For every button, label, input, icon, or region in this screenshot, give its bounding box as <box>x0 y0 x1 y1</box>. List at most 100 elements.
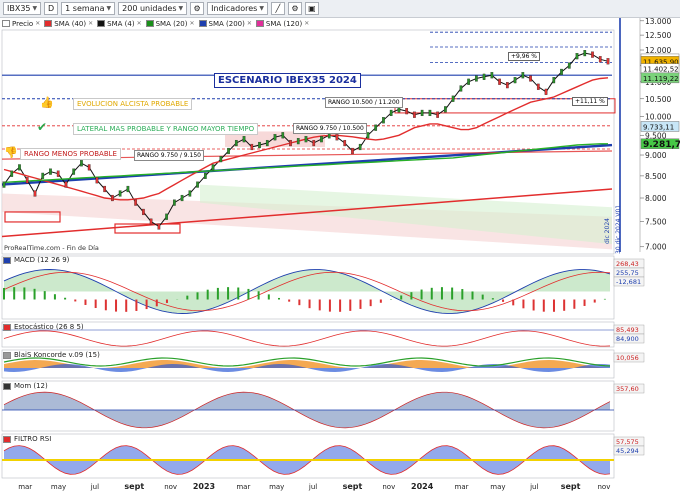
macd-bar <box>532 299 535 311</box>
price-candle <box>250 143 254 151</box>
legend-item[interactable]: SMA (200) ✕ <box>198 20 252 28</box>
panel-value-label: -12,681 <box>616 278 641 286</box>
panel-value-label: 268,43 <box>616 260 639 268</box>
x-tick-label: may <box>51 483 66 491</box>
close-icon[interactable]: ✕ <box>88 20 94 27</box>
legend-label: SMA (120) <box>265 19 303 28</box>
close-icon[interactable]: ✕ <box>189 20 195 27</box>
price-candle <box>420 109 424 117</box>
period-short-button[interactable]: D <box>44 2 59 15</box>
macd-bar <box>420 289 423 300</box>
price-candle <box>575 53 579 60</box>
bear-zone <box>2 193 612 250</box>
trend-tool-icon[interactable]: ╱ <box>270 2 285 15</box>
legend-swatch <box>145 20 154 27</box>
x-tick-label: jul <box>529 483 538 491</box>
price-candle <box>467 78 470 85</box>
source-label: ProRealTime.com - Fin de Día <box>4 244 99 252</box>
period-select[interactable]: 1 semana ▼ <box>61 2 116 15</box>
price-candle <box>242 136 246 143</box>
price-candle <box>335 134 339 141</box>
price-candle <box>165 213 168 220</box>
macd-bar <box>3 287 5 300</box>
filtro-title: FILTRO RSI <box>3 435 51 443</box>
close-icon[interactable]: ✕ <box>136 20 142 27</box>
price-candle <box>451 95 455 102</box>
price-tick-label: 8.500 <box>645 172 667 181</box>
price-candle <box>405 108 409 115</box>
price-tag-box <box>640 72 680 84</box>
panel-value-label: 84,900 <box>616 335 639 343</box>
macd-bar <box>84 299 87 305</box>
macd-bar <box>13 287 16 300</box>
panel-frame <box>1 433 615 479</box>
price-candle <box>444 106 447 113</box>
legend-item[interactable]: SMA (20) ✕ <box>145 20 195 28</box>
macd-bar <box>349 299 352 311</box>
macd-bar <box>237 287 240 300</box>
price-candle <box>351 147 354 155</box>
x-tick-label: mar <box>455 483 469 491</box>
price-tick-label: 9.500 <box>645 131 667 140</box>
legend-item[interactable]: SMA (120) ✕ <box>255 19 310 28</box>
close-icon[interactable]: ✕ <box>304 20 310 27</box>
macd-bar <box>440 287 443 300</box>
mom-fill <box>4 392 610 428</box>
x-tick-label: mar <box>18 483 32 491</box>
legend-item[interactable]: Precio ✕ <box>2 20 40 28</box>
price-candle <box>436 111 439 118</box>
macd-bar <box>430 287 433 300</box>
price-candle <box>289 139 292 147</box>
close-icon[interactable]: ✕ <box>246 20 252 27</box>
drawing-tools-icon[interactable]: ⚙ <box>190 2 205 15</box>
macd-bar <box>461 289 464 300</box>
panel-value-box <box>613 352 645 363</box>
price-candle <box>173 199 176 206</box>
price-candle <box>49 168 52 175</box>
chevron-down-icon: ▼ <box>106 5 112 12</box>
price-series <box>2 50 610 230</box>
panel-value-box <box>613 276 645 287</box>
price-candle <box>25 177 29 184</box>
legend-item[interactable]: SMA (40) ✕ <box>44 20 93 28</box>
close-icon[interactable]: ✕ <box>35 20 41 27</box>
legend-item[interactable]: SMA (4) ✕ <box>97 20 142 28</box>
mom-title: Mom (12) <box>3 382 48 390</box>
price-candle <box>10 170 14 177</box>
price-candle <box>536 83 540 90</box>
price-candle <box>80 160 83 167</box>
panel-value-box <box>613 445 645 456</box>
low-box-2 <box>114 223 181 234</box>
price-tick-label: 12.500 <box>645 31 671 40</box>
ticker-input[interactable]: IBX35 ▼ <box>3 2 42 15</box>
macd-bar <box>400 295 403 300</box>
price-tag-label: 11.402,52 <box>643 66 679 74</box>
price-candle <box>188 190 192 197</box>
save-icon[interactable]: ▣ <box>304 2 319 15</box>
mom-line <box>3 391 611 429</box>
legend-label: SMA (40) <box>54 19 87 28</box>
units-select[interactable]: 200 unidades ▼ <box>118 2 188 15</box>
price-tick-label: 7.500 <box>645 218 667 227</box>
macd-bar <box>125 299 128 312</box>
x-tick-label: nov <box>164 483 177 491</box>
indicators-button[interactable]: Indicadores ▼ <box>207 2 268 15</box>
price-tick-label: 8.000 <box>645 194 667 203</box>
settings-icon[interactable]: ⚙ <box>287 2 302 15</box>
macd-bar <box>573 299 576 309</box>
indicator-panels: 268,43255,75-12,68185,49384,90010,056357… <box>1 255 645 479</box>
price-tick-label: 9.000 <box>645 151 667 160</box>
macd-bar <box>491 298 494 300</box>
price-candle <box>521 72 525 79</box>
price-candle <box>258 141 261 149</box>
x-tick-label: jul <box>308 483 317 491</box>
thumbs-down-icon: 👎 <box>4 146 18 159</box>
price-candle <box>142 208 145 216</box>
macd-bar <box>318 299 321 311</box>
macd-bar <box>369 299 372 307</box>
price-candle <box>389 109 393 117</box>
price-candle <box>196 181 199 188</box>
stoch-line <box>3 330 611 347</box>
